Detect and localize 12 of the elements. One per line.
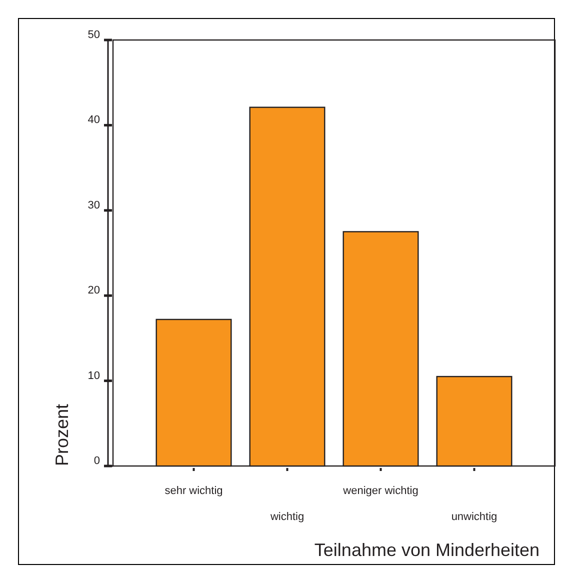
y-axis-title: Prozent [52, 404, 72, 466]
y-tick-label: 50 [88, 29, 100, 41]
x-tick-label: wichtig [269, 511, 304, 523]
x-tick-label: unwichtig [451, 511, 498, 523]
y-tick-label: 10 [88, 370, 100, 382]
x-tick-label: weniger wichtig [342, 485, 418, 497]
y-tick-label: 0 [94, 455, 100, 467]
y-tick-label: 20 [88, 284, 100, 297]
y-tick-label: 30 [88, 199, 100, 212]
x-tick-label: sehr wichtig [164, 485, 223, 497]
x-axis-title: Teilnahme von Minderheiten [314, 540, 540, 560]
y-tick-label: 40 [88, 114, 100, 126]
